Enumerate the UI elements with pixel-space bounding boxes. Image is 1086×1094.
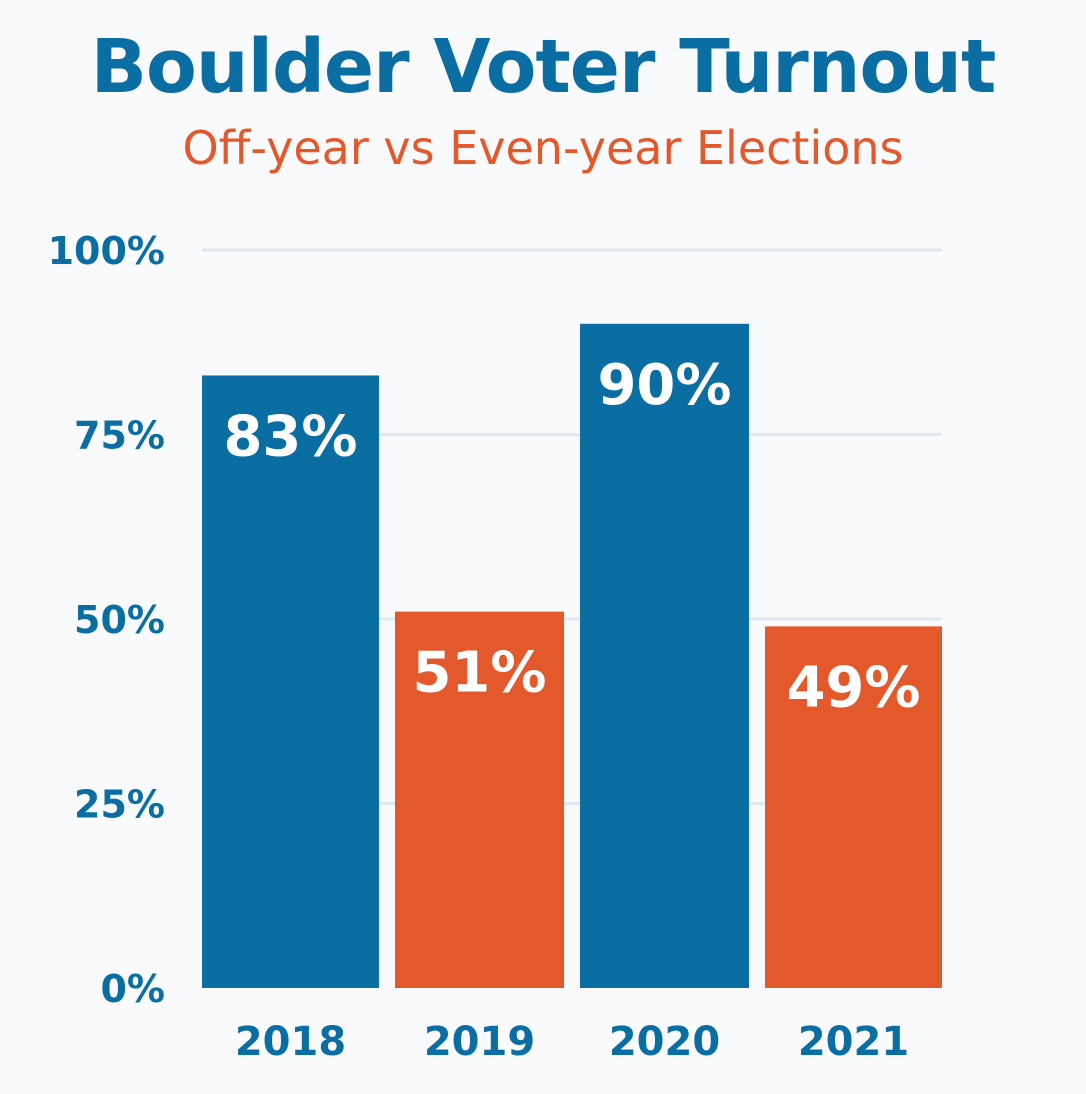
- bar-2020: [580, 323, 749, 988]
- x-axis-ticks: 2018 2019 2020 2021: [235, 1019, 909, 1065]
- bars: [202, 323, 942, 989]
- chart-title: Boulder Voter Turnout: [90, 24, 997, 110]
- x-tick-label: 2019: [424, 1019, 535, 1065]
- x-tick-label: 2021: [798, 1019, 909, 1065]
- x-tick-label: 2018: [235, 1019, 346, 1065]
- y-tick-label: 0%: [100, 967, 165, 1011]
- x-tick-label: 2020: [609, 1019, 720, 1065]
- y-axis-ticks: 0% 25% 50% 75% 100%: [48, 229, 165, 1011]
- data-labels: 83% 51% 90% 49%: [223, 353, 920, 721]
- bar-2021: [765, 626, 942, 988]
- chart-subtitle: Off-year vs Even-year Elections: [182, 121, 904, 175]
- y-tick-label: 50%: [74, 598, 165, 642]
- bar-2018: [202, 375, 379, 989]
- bar-2019: [395, 611, 564, 988]
- data-label: 83%: [223, 404, 357, 469]
- y-tick-label: 100%: [48, 229, 165, 273]
- data-label: 49%: [786, 655, 920, 720]
- y-tick-label: 75%: [74, 414, 165, 458]
- data-label: 51%: [412, 641, 546, 706]
- y-tick-label: 25%: [74, 783, 165, 827]
- data-label: 90%: [597, 353, 731, 418]
